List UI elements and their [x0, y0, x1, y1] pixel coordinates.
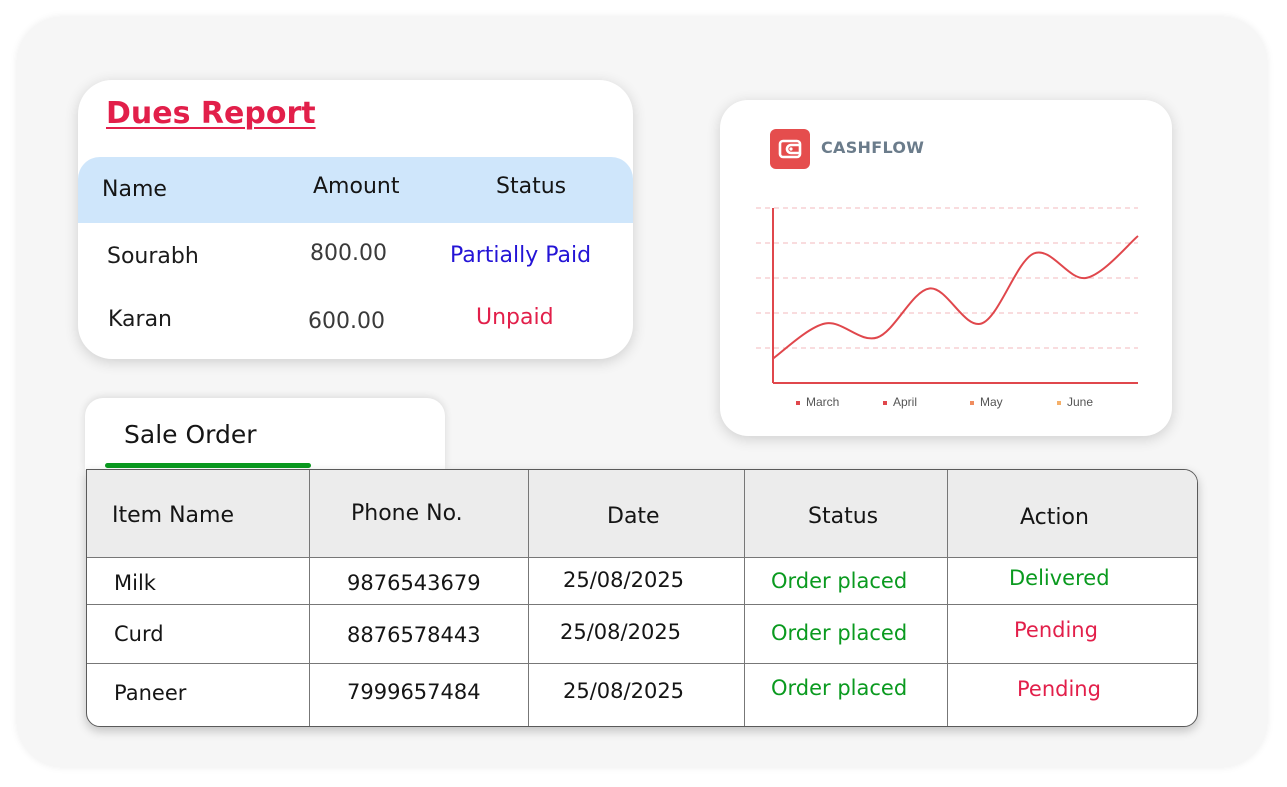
sale-cell-date: 25/08/2025 — [563, 568, 685, 592]
dues-col-status: Status — [496, 174, 567, 199]
dues-row-name: Karan — [108, 307, 172, 332]
sale-cell-phone: 7999657484 — [347, 680, 481, 704]
legend-label: April — [893, 395, 917, 409]
cashflow-chart: March April May June — [756, 207, 1139, 409]
dues-row-amount: 800.00 — [310, 241, 387, 266]
sale-order-table: Item Name Phone No. Date Status Action M… — [86, 469, 1198, 727]
dues-report-card: Dues Report Name Amount Status Sourabh 8… — [78, 80, 633, 359]
active-tab-indicator — [105, 463, 311, 468]
column-divider — [947, 470, 948, 726]
sale-col-phone: Phone No. — [351, 501, 463, 526]
dues-report-title[interactable]: Dues Report — [106, 96, 316, 131]
row-divider — [87, 557, 1197, 558]
sale-table-header — [87, 470, 1197, 557]
wallet-icon — [770, 129, 810, 169]
dues-row-status: Partially Paid — [450, 243, 592, 268]
dues-row-status: Unpaid — [476, 305, 554, 330]
column-divider — [309, 470, 310, 726]
column-divider — [528, 470, 529, 726]
sale-cell-status: Order placed — [771, 676, 908, 700]
legend-label: May — [980, 395, 1003, 409]
sale-col-date: Date — [607, 504, 660, 529]
sale-col-status: Status — [808, 504, 879, 529]
sale-action-pending[interactable]: Pending — [1014, 618, 1098, 642]
dues-row-amount: 600.00 — [308, 309, 385, 334]
legend-marker — [970, 401, 974, 405]
cashflow-title: CASHFLOW — [821, 138, 925, 157]
sale-cell-date: 25/08/2025 — [563, 679, 685, 703]
sale-cell-phone: 9876543679 — [347, 571, 481, 595]
chart-series-line — [772, 235, 1139, 360]
row-divider — [87, 663, 1197, 664]
sale-cell-status: Order placed — [771, 569, 908, 593]
legend-label: March — [806, 395, 839, 409]
sale-cell-item: Curd — [114, 622, 164, 646]
sale-cell-date: 25/08/2025 — [560, 620, 682, 644]
dues-col-name: Name — [102, 177, 167, 202]
legend-marker — [883, 401, 887, 405]
sale-cell-phone: 8876578443 — [347, 623, 481, 647]
dues-table-header: Name Amount Status — [78, 157, 633, 223]
legend-marker — [796, 401, 800, 405]
sale-cell-item: Milk — [114, 571, 156, 595]
tab-sale-order[interactable]: Sale Order — [85, 398, 445, 470]
sale-col-item-name: Item Name — [112, 503, 234, 528]
cashflow-card: CASHFLOW March April May June — [720, 100, 1172, 436]
dues-col-amount: Amount — [313, 174, 400, 199]
dues-row-name: Sourabh — [107, 244, 199, 269]
sale-action-pending[interactable]: Pending — [1017, 677, 1101, 701]
row-divider — [87, 604, 1197, 605]
sale-action-delivered[interactable]: Delivered — [1009, 566, 1110, 590]
legend-label: June — [1067, 395, 1093, 409]
sale-cell-item: Paneer — [114, 681, 187, 705]
legend-marker — [1057, 401, 1061, 405]
sale-col-action: Action — [1020, 505, 1089, 530]
column-divider — [744, 470, 745, 726]
sale-order-tab-label: Sale Order — [124, 420, 257, 449]
sale-cell-status: Order placed — [771, 621, 908, 645]
